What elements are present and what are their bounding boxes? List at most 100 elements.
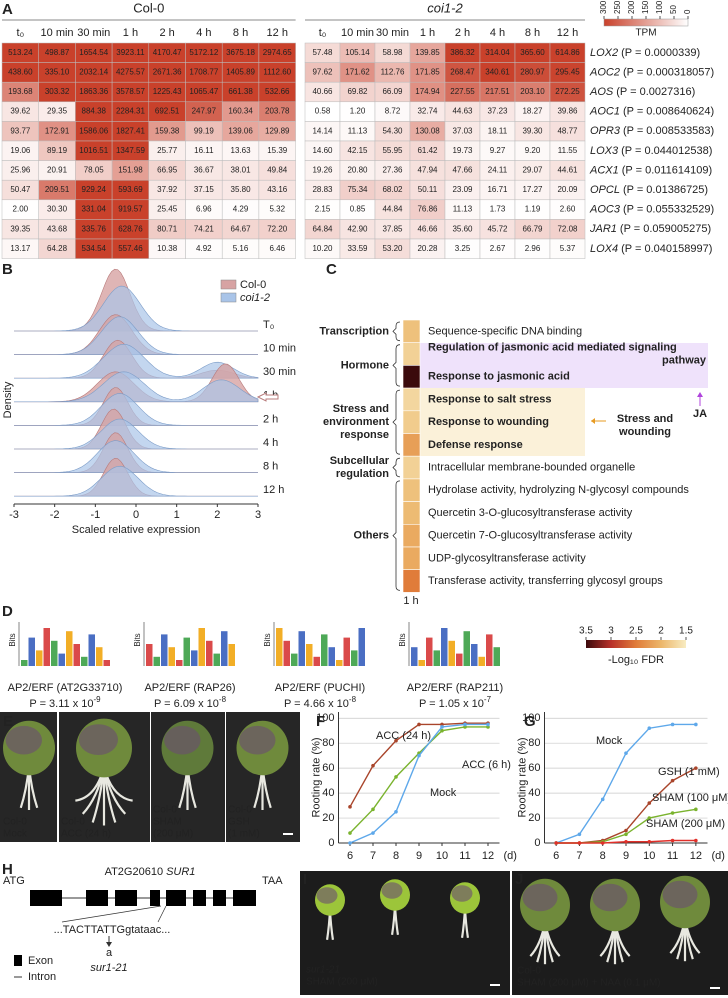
cell-value: 33.59 xyxy=(347,244,368,253)
tpm-tick-label: 200 xyxy=(627,0,636,14)
cell-value: 57.48 xyxy=(312,48,333,57)
time-header: 1 h xyxy=(420,27,435,39)
gene-p: (P = 0.059005275) xyxy=(620,223,711,235)
legend-label: coi1-2 xyxy=(240,292,270,304)
x-tick-label: 1 xyxy=(174,509,180,521)
time-header: t₀ xyxy=(17,27,25,39)
cell-value: 5.32 xyxy=(269,205,285,214)
cell-value: 89.19 xyxy=(47,146,68,155)
cell-value: 23.09 xyxy=(452,185,473,194)
y-tick-label: 0 xyxy=(328,837,334,849)
cell-value: 80.71 xyxy=(157,224,178,233)
leaf-shade xyxy=(522,883,558,912)
tpm-tick-label: 250 xyxy=(613,0,622,14)
fdr-cell xyxy=(402,523,421,548)
panel-label: B xyxy=(2,261,13,278)
photo-label: SHAM (200 μM) xyxy=(306,977,378,988)
point xyxy=(440,725,444,729)
x-tick-label: 6 xyxy=(553,850,559,862)
gene-name: AOC1 xyxy=(589,106,620,118)
point xyxy=(394,738,398,743)
tpm-tick-label: 300 xyxy=(599,0,608,14)
cell-value: 49.84 xyxy=(267,166,288,175)
gene-p: (P = 0.0027316) xyxy=(616,86,695,98)
cell-value: 314.04 xyxy=(485,48,510,57)
time-header: 2 h xyxy=(455,27,470,39)
go-term: Response to salt stress xyxy=(428,393,552,405)
cell-value: 97.62 xyxy=(312,68,333,77)
fdr-tick-label: 3 xyxy=(608,626,614,637)
x-tick-label: 8 xyxy=(600,850,606,862)
point xyxy=(463,722,467,727)
point xyxy=(417,753,421,758)
cell-value: 55.95 xyxy=(382,146,403,155)
x-tick-label: 10 xyxy=(436,850,448,862)
cell-value: 11.55 xyxy=(558,146,578,155)
cell-value: 36.67 xyxy=(194,166,215,175)
ja-highlight xyxy=(420,343,708,388)
gene-name: AOC3 xyxy=(589,204,621,216)
time-label: 10 min xyxy=(263,343,296,355)
cell-value: 15.39 xyxy=(267,146,288,155)
allele: sur1-21 xyxy=(90,962,127,974)
logo-glyph xyxy=(206,640,213,666)
point xyxy=(624,751,628,755)
fdr-title: -Log₁₀ FDR xyxy=(608,654,664,666)
cell-value: 1405.89 xyxy=(226,68,255,77)
logo-glyph xyxy=(88,634,95,666)
bits-label: Bits xyxy=(398,633,407,646)
panel-label: E xyxy=(3,713,13,730)
x-unit: (d) xyxy=(712,850,725,862)
cell-value: 39.62 xyxy=(10,107,31,116)
cell-value: 1586.06 xyxy=(79,126,108,135)
time-header: 4 h xyxy=(490,27,505,39)
point xyxy=(694,807,698,812)
cell-value: 75.34 xyxy=(347,185,368,194)
tpm-tick-label: 100 xyxy=(655,0,664,14)
logo-glyph xyxy=(411,647,418,666)
cell-value: 2.67 xyxy=(490,244,506,253)
x-tick-label: 7 xyxy=(576,850,582,862)
logo-glyph xyxy=(51,640,58,666)
exon xyxy=(30,890,62,906)
time-label: 2 h xyxy=(263,413,278,425)
p-exp: -8 xyxy=(219,695,227,704)
cell-value: 64.84 xyxy=(312,224,333,233)
point xyxy=(486,722,490,727)
cell-value: 29.07 xyxy=(522,166,543,175)
logo-glyph xyxy=(228,644,235,666)
point xyxy=(394,810,398,814)
cell-value: 5.16 xyxy=(233,244,249,253)
x-unit: (d) xyxy=(504,850,517,862)
cell-value: 10.38 xyxy=(157,244,178,253)
cell-value: 44.84 xyxy=(382,205,403,214)
point xyxy=(670,722,675,727)
photo-label: sur1-21 xyxy=(306,965,340,976)
cell-value: 209.51 xyxy=(45,185,70,194)
exon xyxy=(115,890,137,906)
cell-value: 331.04 xyxy=(82,205,107,214)
cell-value: 37.92 xyxy=(157,185,178,194)
go-group: Hormone xyxy=(341,359,389,371)
gene-label: OPCL (P = 0.01386725) xyxy=(590,184,708,196)
logo-glyph xyxy=(103,660,110,666)
cell-value: 129.89 xyxy=(265,126,290,135)
time-header: 2 h xyxy=(160,27,175,39)
cell-value: 93.77 xyxy=(10,126,31,135)
fdr-scale xyxy=(586,640,686,648)
cell-value: 14.60 xyxy=(312,146,333,155)
cell-value: 20.28 xyxy=(417,244,438,253)
cell-value: 72.08 xyxy=(557,224,578,233)
go-group: Stress and xyxy=(333,403,389,415)
gene-name: LOX3 xyxy=(590,145,619,157)
cell-value: 3675.18 xyxy=(226,48,255,57)
exon xyxy=(150,890,160,906)
x-tick-label: 11 xyxy=(667,850,678,862)
brace xyxy=(392,389,401,455)
point xyxy=(694,838,698,843)
cell-value: 37.03 xyxy=(452,126,473,135)
cell-value: 4.29 xyxy=(233,205,249,214)
cell-value: 47.94 xyxy=(417,166,438,175)
logo-glyph xyxy=(328,647,335,666)
